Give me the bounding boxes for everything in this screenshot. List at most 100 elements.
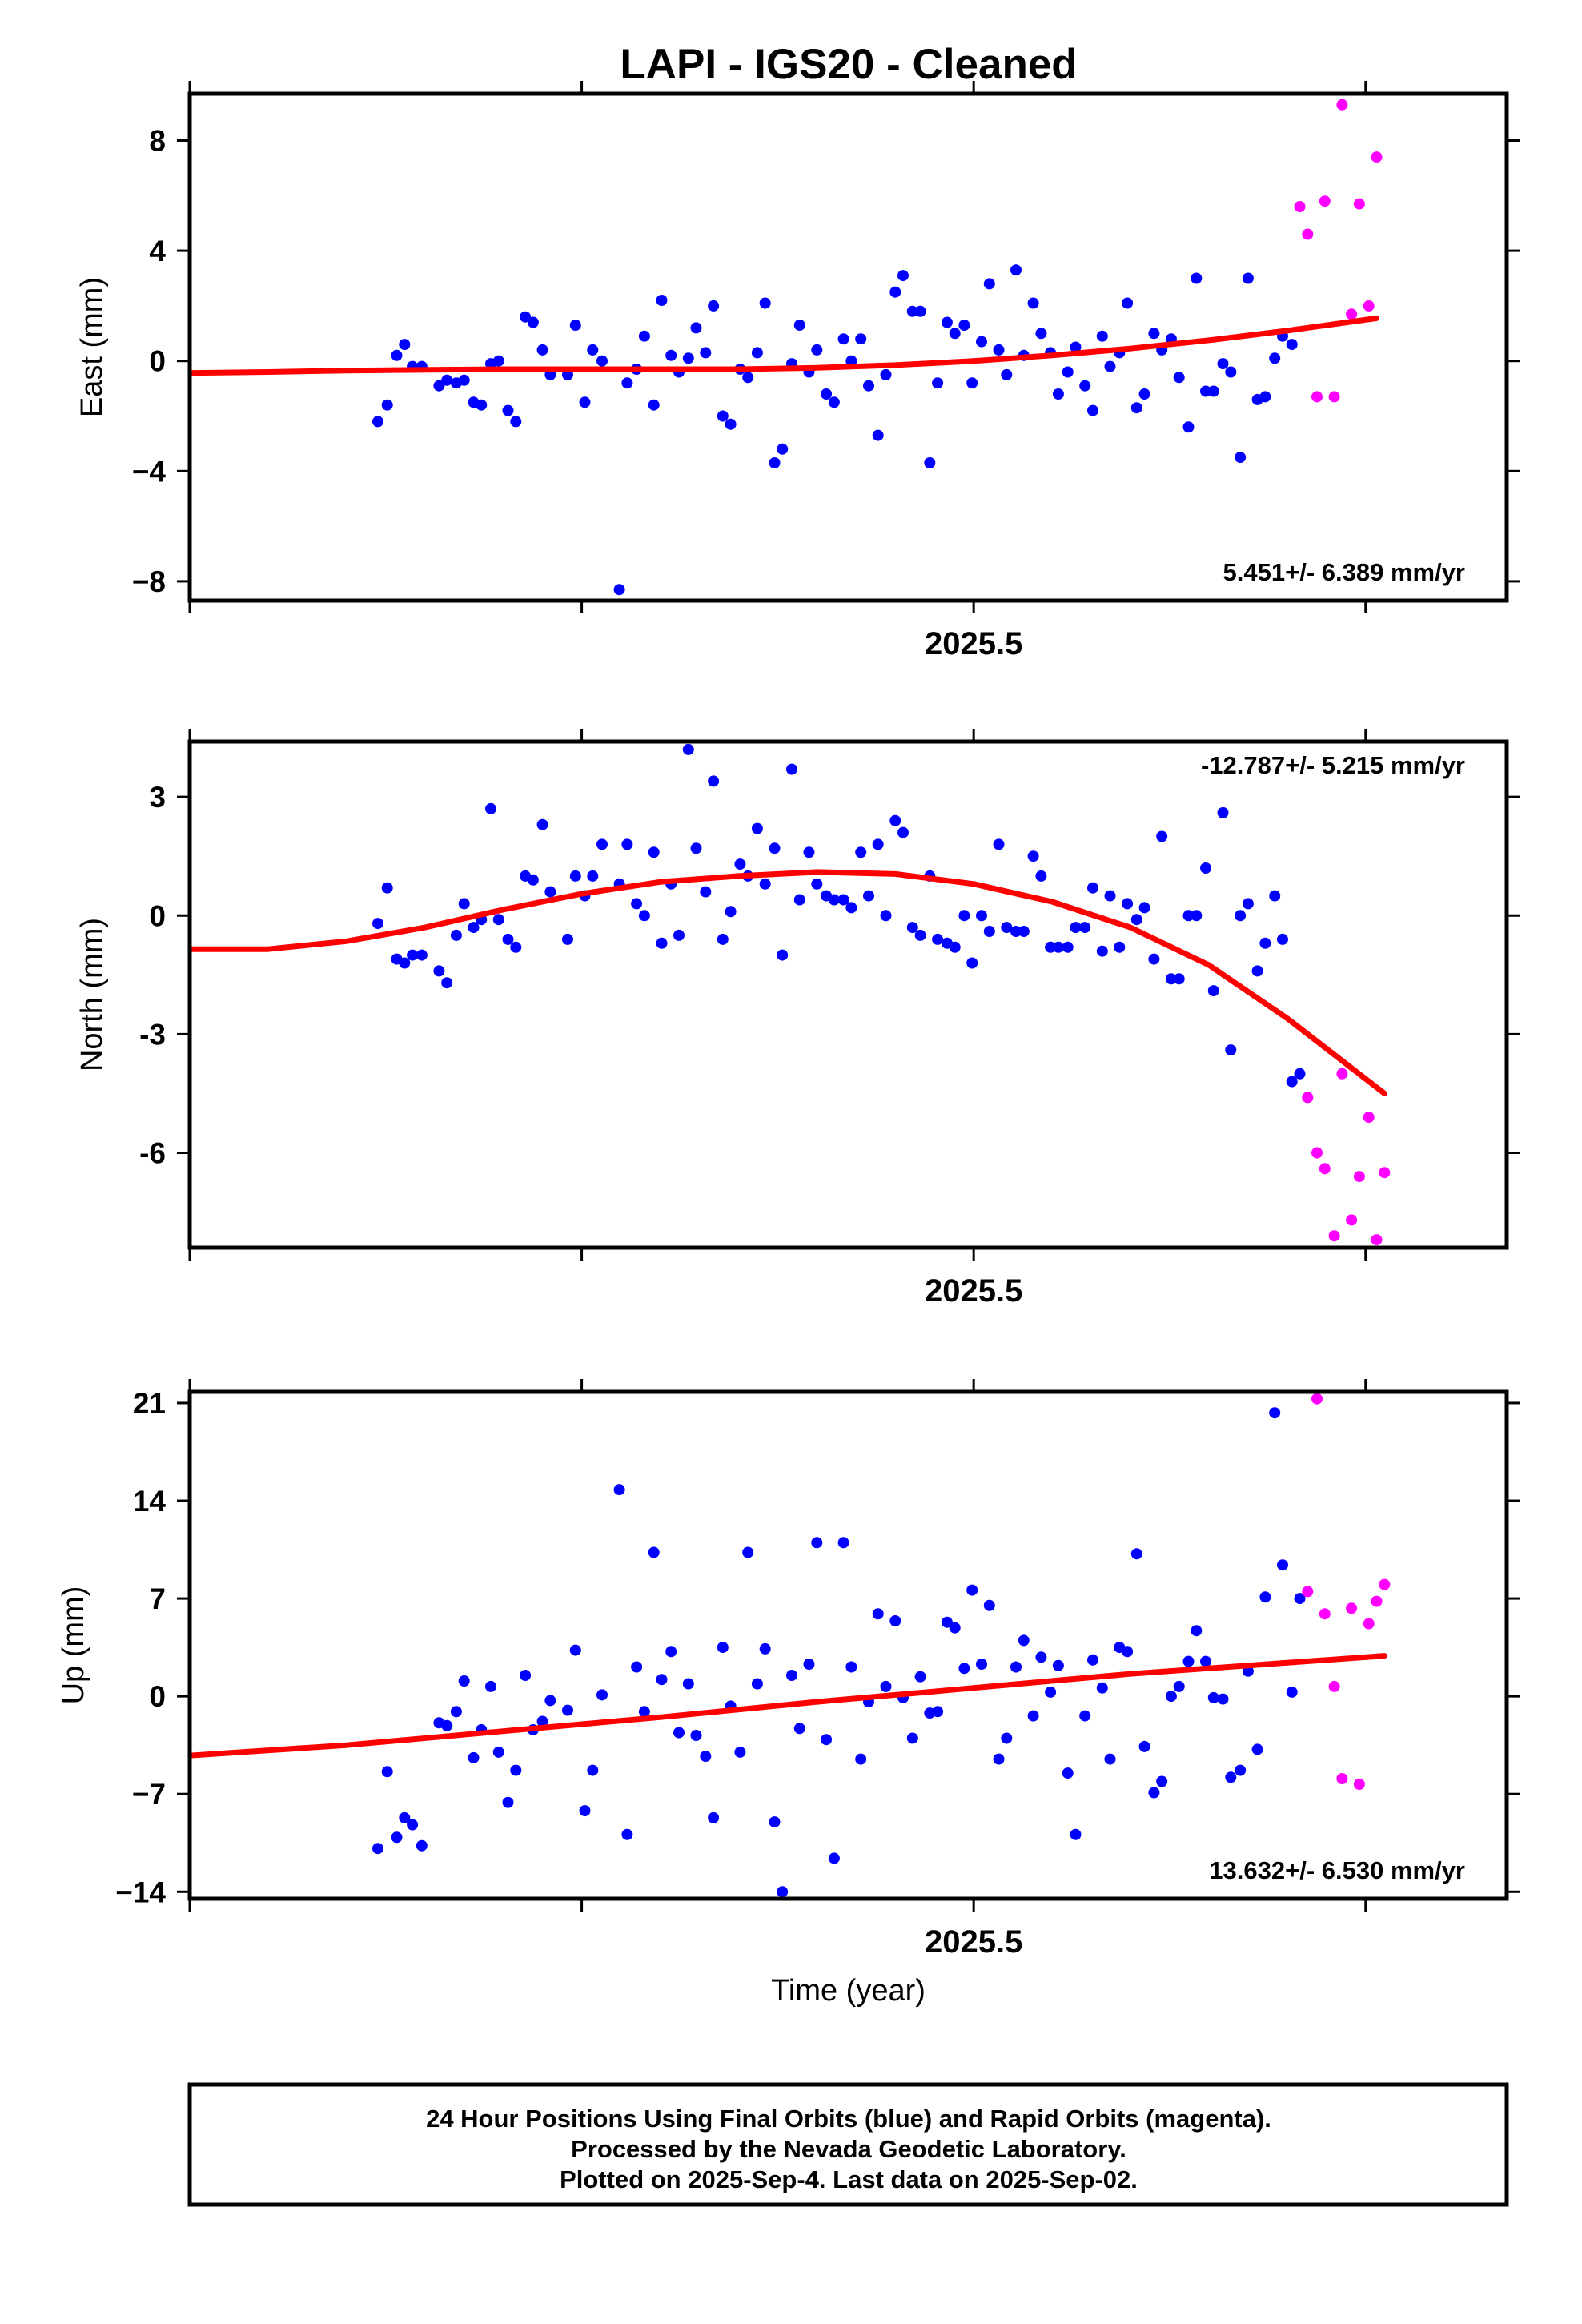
final-orbit-point [1104, 890, 1116, 902]
y-tick-label: 7 [149, 1582, 166, 1615]
final-orbit-point [1235, 452, 1247, 464]
final-orbit-point [1104, 1753, 1116, 1765]
final-orbit-point [976, 1659, 987, 1670]
y-tick-label: 0 [149, 1680, 166, 1713]
final-orbit-point [682, 352, 694, 364]
final-orbit-point [786, 763, 797, 775]
final-orbit-point [1035, 328, 1047, 340]
final-orbit-point [527, 874, 539, 886]
final-orbit-point [906, 1732, 918, 1744]
final-orbit-point [1217, 1693, 1229, 1705]
final-orbit-point [941, 316, 953, 328]
final-orbit-point [520, 1670, 532, 1681]
final-orbit-point [1294, 1068, 1306, 1080]
final-orbit-point [966, 377, 978, 389]
final-orbit-point [966, 1584, 978, 1596]
final-orbit-point [880, 1680, 892, 1692]
final-orbit-point [648, 399, 660, 411]
final-orbit-point [1062, 1767, 1074, 1779]
final-orbit-point [1217, 806, 1229, 818]
final-orbit-point [1062, 941, 1074, 953]
rapid-orbit-point [1353, 1779, 1365, 1790]
final-orbit-point [621, 838, 633, 850]
final-orbit-point [1027, 297, 1039, 309]
final-orbit-point [1286, 1686, 1298, 1698]
y-tick-label: −7 [132, 1778, 166, 1811]
y-tick-label: -6 [139, 1137, 166, 1170]
x-axis-label: Time (year) [771, 1974, 926, 2008]
final-orbit-point [407, 1819, 419, 1831]
rate-label: 13.632+/- 6.530 mm/yr [1209, 1856, 1465, 1884]
final-orbit-point [399, 339, 411, 351]
final-orbit-point [932, 933, 944, 945]
final-orbit-point [1191, 910, 1203, 922]
final-orbit-point [1087, 1654, 1098, 1666]
final-orbit-point [596, 355, 608, 367]
final-orbit-point [579, 1805, 591, 1817]
final-orbit-point [673, 1727, 685, 1739]
final-orbit-point [682, 743, 694, 755]
final-orbit-point [889, 814, 901, 826]
rapid-orbit-point [1328, 1680, 1340, 1692]
final-orbit-point [821, 388, 833, 400]
final-orbit-point [536, 1715, 548, 1727]
final-orbit-point [993, 1753, 1005, 1765]
final-orbit-point [897, 826, 909, 838]
final-orbit-point [751, 822, 763, 834]
plot-area [190, 1393, 1391, 1898]
final-orbit-point [587, 1764, 599, 1776]
final-orbit-point [700, 1751, 712, 1763]
final-orbit-point [769, 457, 781, 468]
y-axis-label: North (mm) [75, 918, 109, 1072]
caption-line: 24 Hour Positions Using Final Orbits (bl… [426, 2105, 1271, 2133]
final-orbit-point [621, 377, 633, 389]
final-orbit-point [1191, 1625, 1203, 1637]
final-orbit-point [1096, 1682, 1108, 1694]
final-orbit-point [708, 1811, 720, 1823]
final-orbit-point [811, 1537, 823, 1549]
final-orbit-point [690, 1730, 702, 1741]
final-orbit-point [742, 1546, 754, 1558]
final-orbit-point [569, 870, 581, 882]
final-orbit-point [914, 929, 926, 941]
y-tick-label: −14 [115, 1876, 166, 1908]
final-orbit-point [949, 328, 961, 340]
final-orbit-point [837, 1537, 849, 1549]
final-orbit-point [793, 1723, 805, 1735]
final-orbit-point [587, 870, 599, 882]
x-tick-label: 2025.5 [925, 1273, 1022, 1309]
final-orbit-point [665, 349, 677, 361]
final-orbit-point [1045, 941, 1057, 953]
final-orbit-point [1001, 922, 1013, 934]
fit-line [190, 869, 1387, 1096]
final-orbit-point [1138, 902, 1150, 914]
final-orbit-point [441, 977, 453, 989]
final-orbit-point [828, 396, 840, 408]
y-tick-label: -3 [139, 1018, 166, 1051]
final-orbit-point [416, 949, 428, 961]
final-orbit-point [1035, 870, 1047, 882]
rapid-orbit-point [1371, 1234, 1383, 1246]
rapid-orbit-point [1371, 1595, 1383, 1607]
y-tick-label: −8 [132, 565, 166, 598]
rapid-orbit-point [1294, 201, 1306, 212]
caption-box: 24 Hour Positions Using Final Orbits (bl… [187, 2082, 1509, 2207]
fit-line [190, 1653, 1387, 1759]
final-orbit-point [1173, 372, 1185, 384]
final-orbit-point [1052, 941, 1064, 953]
final-orbit-point [1286, 339, 1298, 351]
final-orbit-point [1062, 366, 1074, 378]
final-orbit-point [433, 965, 445, 977]
final-orbit-point [562, 1704, 573, 1716]
caption-line: Plotted on 2025-Sep-4. Last data on 2025… [560, 2165, 1138, 2193]
rapid-orbit-point [1336, 1773, 1348, 1784]
final-orbit-point [1251, 965, 1263, 977]
final-orbit-point [793, 894, 805, 906]
final-orbit-point [803, 1659, 815, 1670]
final-orbit-point [966, 957, 978, 969]
final-orbit-point [1122, 898, 1134, 910]
final-orbit-point [1277, 1559, 1288, 1571]
final-orbit-point [1182, 910, 1195, 922]
final-orbit-point [1001, 368, 1013, 380]
final-orbit-point [793, 320, 805, 331]
